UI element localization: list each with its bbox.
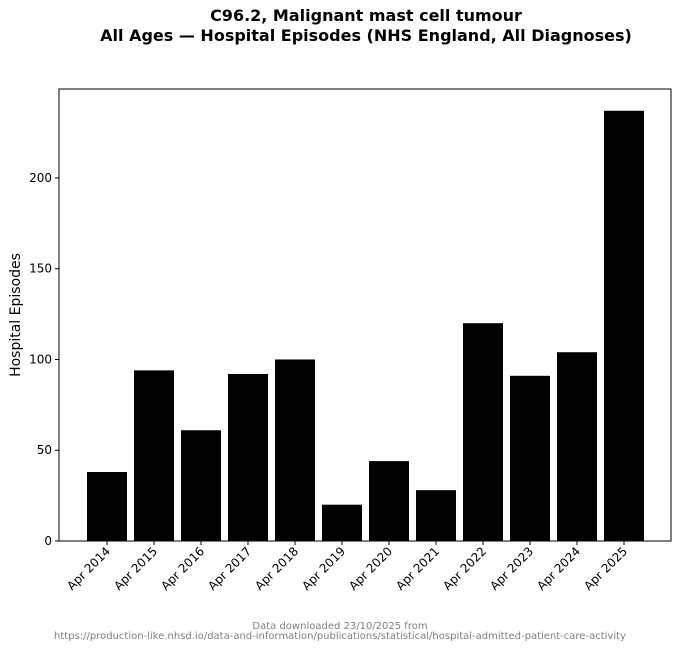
bar-apr-2022 [463,323,503,541]
x-tick-label: Apr 2018 [252,544,301,593]
bar-apr-2017 [228,374,268,541]
x-tick-label: Apr 2014 [64,544,113,593]
x-tick-label: Apr 2022 [440,544,489,593]
x-tick-label: Apr 2020 [346,544,395,593]
plot-frame [58,88,672,542]
bar-apr-2016 [181,430,221,541]
x-tick-label: Apr 2015 [111,544,160,593]
bar-apr-2019 [322,504,362,541]
bar-apr-2015 [134,370,174,541]
chart-title-line-2: All Ages — Hospital Episodes (NHS Englan… [100,26,632,45]
y-axis-label: Hospital Episodes [8,253,24,377]
bar-apr-2024 [557,352,597,541]
x-tick-label: Apr 2025 [581,544,630,593]
y-tick-label: 50 [37,443,52,457]
bar-apr-2025 [604,110,644,541]
y-tick-label: 0 [44,534,52,548]
x-tick-label: Apr 2023 [487,544,536,593]
bar-apr-2014 [87,472,127,541]
y-tick-label: 100 [29,352,52,366]
bar-apr-2021 [416,490,456,541]
x-tick-label: Apr 2021 [393,544,442,593]
y-axis-ticks: 0 50 100 150 200 [29,171,59,548]
bars-group [87,110,644,541]
bar-apr-2020 [369,461,409,541]
x-tick-label: Apr 2024 [534,544,583,593]
y-tick-label: 150 [29,262,52,276]
bar-apr-2018 [275,359,315,541]
chart-title-line-1: C96.2, Malignant mast cell tumour [210,6,522,25]
x-tick-label: Apr 2017 [205,544,254,593]
x-tick-label: Apr 2016 [158,544,207,593]
footer-line-1: Data downloaded 23/10/2025 from [252,621,427,632]
x-tick-label: Apr 2019 [299,544,348,593]
bar-apr-2023 [510,375,550,541]
y-tick-label: 200 [29,171,52,185]
footer-line-2: https://production-like.nhsd.io/data-and… [54,631,626,642]
